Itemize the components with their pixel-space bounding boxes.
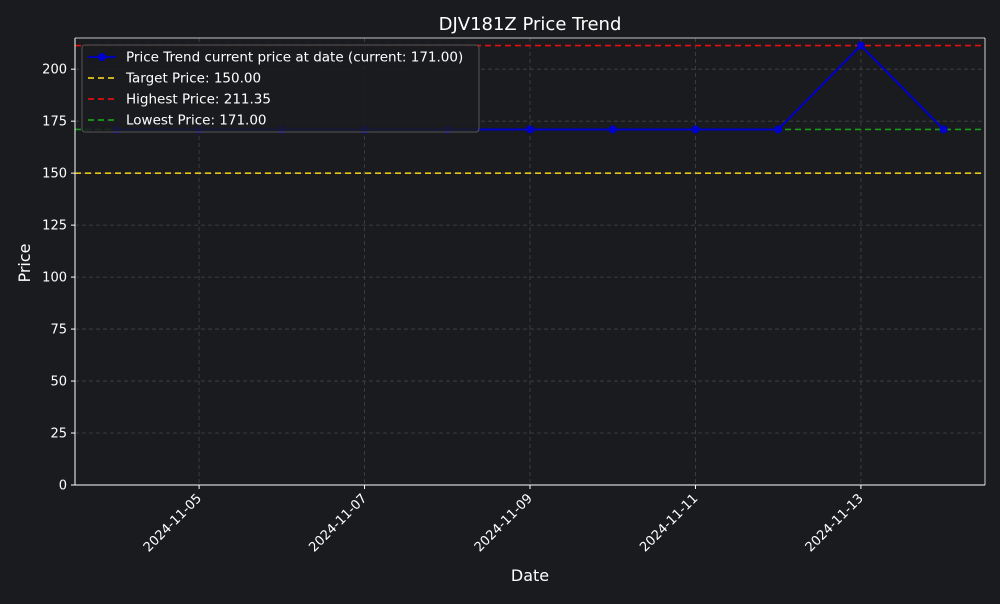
y-axis-label: Price	[15, 243, 34, 282]
legend: Price Trend current price at date (curre…	[81, 44, 480, 133]
y-tick-label: 100	[42, 271, 67, 286]
data-point	[939, 125, 948, 134]
legend-label: Price Trend current price at date (curre…	[126, 50, 463, 66]
data-point	[774, 125, 783, 134]
y-tick-label: 150	[42, 167, 67, 182]
legend-label: Highest Price: 211.35	[126, 92, 271, 108]
legend-marker	[98, 53, 106, 61]
data-point	[608, 125, 617, 134]
y-tick-label: 125	[42, 219, 67, 234]
y-tick-label: 50	[50, 375, 67, 390]
y-tick-label: 25	[50, 427, 67, 442]
y-tick-label: 200	[42, 63, 67, 78]
y-tick-label: 75	[50, 323, 67, 338]
y-tick-label: 0	[59, 479, 67, 494]
chart-title: DJV181Z Price Trend	[439, 14, 622, 35]
data-point	[526, 125, 534, 134]
y-tick-label: 175	[42, 115, 67, 130]
x-axis-label: Date	[511, 566, 549, 585]
legend-label: Lowest Price: 171.00	[126, 113, 267, 129]
data-point	[856, 41, 865, 50]
legend-label: Target Price: 150.00	[125, 71, 261, 87]
data-point	[691, 125, 700, 134]
